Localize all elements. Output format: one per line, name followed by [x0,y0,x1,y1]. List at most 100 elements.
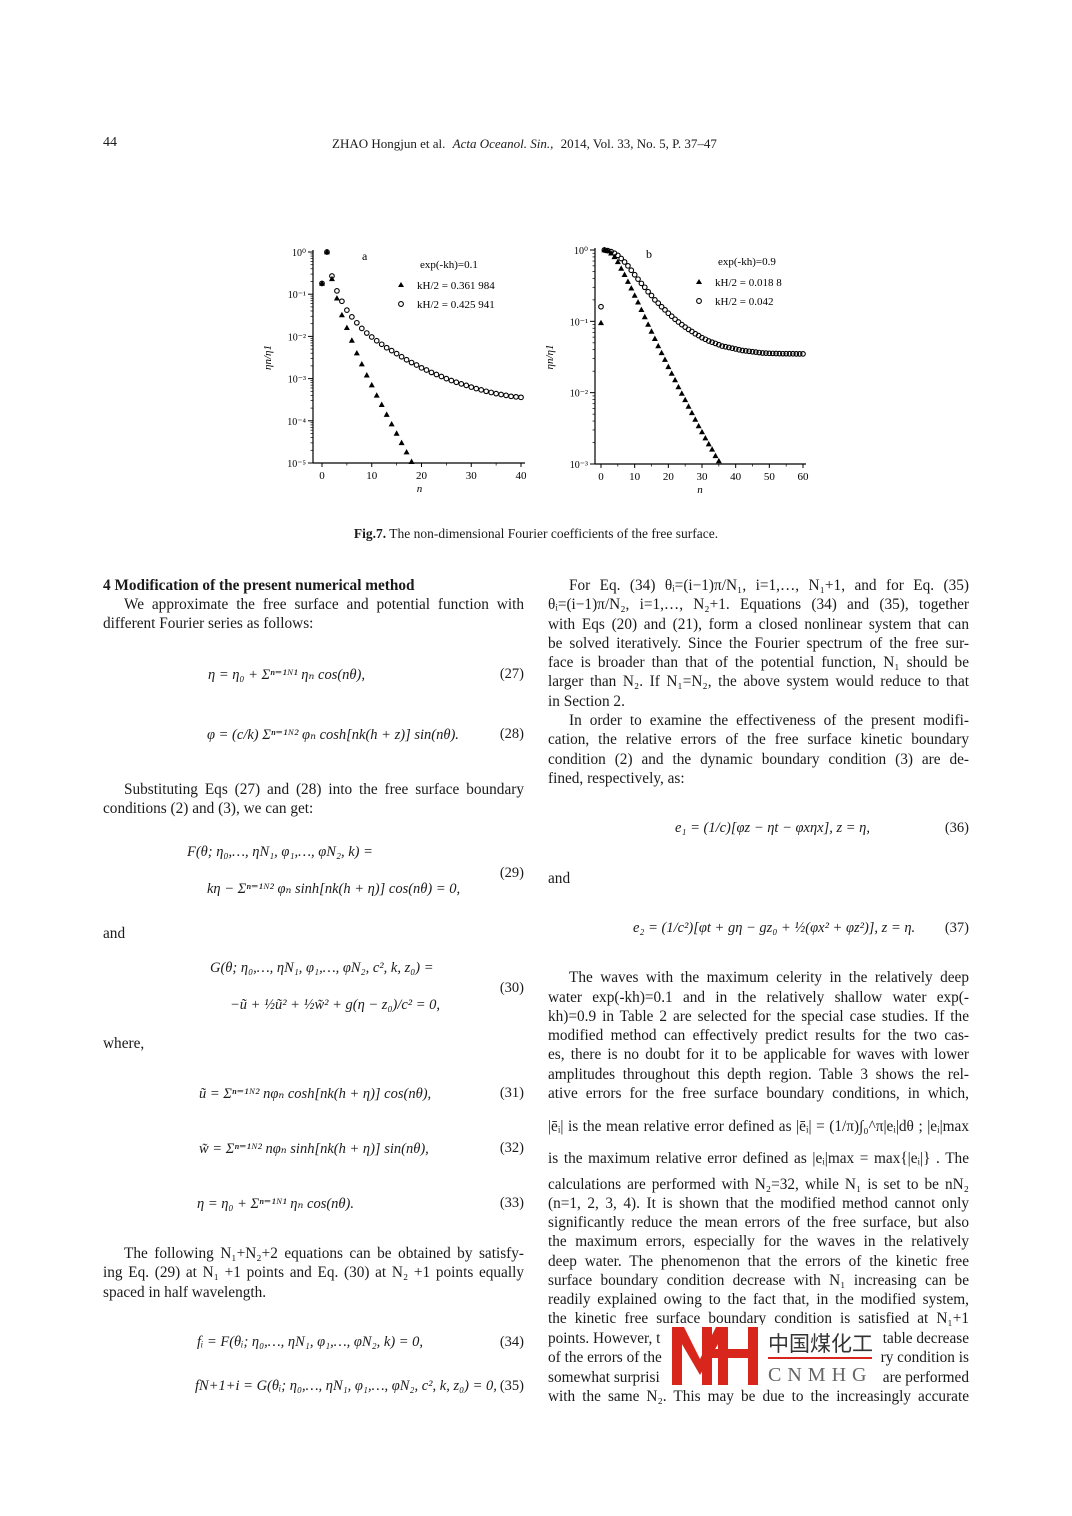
svg-text:中国煤化工: 中国煤化工 [768,1332,872,1356]
data-point-circle [769,350,776,357]
x-axis-label: n [417,483,423,495]
data-point-circle [732,346,739,352]
y-axis-label: ηn/η1 [544,345,556,370]
equation-number: (32) [499,1140,524,1156]
data-point-triangle [702,434,709,441]
data-point-triangle [358,360,365,367]
data-point-triangle [408,458,415,464]
text-line: be solved iteratively. Since the Fourier… [548,634,969,652]
data-point-circle [742,348,749,354]
equation-30-line-1: G(θ; η₀,…, ηN₁, φ₁,…, φN₂, c², k, z₀) = [210,960,434,976]
data-point-circle [729,345,736,352]
x-tick-label: 30 [697,471,709,483]
data-point-triangle [614,258,621,265]
text-line: (n=1, 2, 3, 4). It is shown that the mod… [548,1195,969,1212]
data-point-circle [448,377,455,384]
text-line: modified method can effectively predict … [548,1027,969,1044]
x-tick-label: 0 [598,471,604,483]
y-tick-label: 10⁻³ [288,375,306,386]
data-point-triangle [695,422,702,429]
data-point-circle [790,350,796,357]
text-line: We approximate the free surface and pote… [124,596,524,613]
data-point-triangle [661,356,668,362]
data-point-triangle [651,335,658,341]
data-point-circle [488,389,495,396]
data-point-circle [503,392,509,399]
figure-caption-text: The non-dimensional Fourier coefficients… [389,526,719,541]
data-point-circle [668,313,675,320]
x-tick-label: 60 [798,471,810,483]
data-point-triangle [638,306,645,313]
data-point-triangle [682,396,689,403]
data-point-circle [349,314,355,320]
data-point-circle [508,393,514,400]
data-point-circle [403,356,410,363]
mh-logo-icon: 中国煤化工 CNMHG [672,1327,873,1386]
legend-entry: kH/2 = 0.018 8 [715,277,782,289]
data-point-circle [339,298,345,305]
data-point-triangle [715,457,722,464]
text-fragment: ry condition is [880,1349,969,1367]
data-point-circle [739,347,746,354]
legend-entry: kH/2 = 0.361 984 [417,280,495,292]
watermark-logo: 中国煤化工 CNMHG [672,1325,873,1387]
data-point-triangle [319,280,325,286]
data-point-circle [618,255,625,262]
data-point-circle [433,371,440,378]
equation-34: fᵢ = F(θᵢ; η₀,…, ηN₁, φ₁,…, φN₂, k) = 0, [197,1334,424,1350]
y-tick-label: 10⁻¹ [288,290,306,301]
x-tick-label: 50 [764,471,776,483]
data-point-circle [793,351,800,357]
data-point-circle [726,344,732,351]
data-point-circle [383,344,390,351]
text-line: spaced in half wavelength. [103,1283,267,1301]
data-point-circle [800,351,806,357]
data-point-circle [796,351,803,357]
y-tick-label: 10⁻¹ [570,317,588,328]
equation-33: η = η₀ + Σⁿ⁼¹ᴺ¹ ηₙ cos(nθ). [197,1196,354,1212]
y-tick-label: 10⁻² [570,389,588,400]
data-point-circle [722,343,729,350]
data-point-triangle [635,299,642,305]
equation-30-line-2: −ũ + ½ũ² + ½w̃² + g(η − z₀)/c² = 0, [230,997,441,1013]
text-line: is the maximum relative error defined as… [548,1150,969,1167]
text-line: |ēᵢ| is the mean relative error defined … [548,1118,969,1135]
data-point-circle [786,350,793,357]
data-point-circle [625,262,631,269]
data-point-triangle [668,370,675,376]
text-line: in Section 2. [548,692,625,710]
text-line: kh)=0.9 in Table 2 are selected for the … [548,1008,969,1025]
data-point-circle [483,388,490,395]
data-point-circle [363,330,370,336]
equation-35: fN+1+i = G(θᵢ; η₀,…, ηN₁, φ₁,…, φN₂, c²,… [195,1378,497,1394]
data-point-circle [458,381,465,387]
text-line: deep water. The phenomenon that the erro… [548,1253,969,1270]
data-point-circle [388,347,395,354]
text-line: larger than N₂. If N₁=N₂, the above syst… [548,673,969,691]
data-point-circle [719,343,726,349]
text-line: In order to examine the effectiveness of… [569,712,969,729]
equation-number: (37) [944,920,969,936]
data-point-circle [329,273,335,279]
equation-number: (35) [499,1378,524,1394]
equation-number: (27) [499,666,524,682]
x-tick-label: 30 [466,470,478,482]
text-line: surface boundary condition decrease with… [548,1272,969,1289]
data-point-triangle [378,401,385,407]
y-tick-label: 10⁰ [292,248,306,259]
citation: 2014, Vol. 33, No. 5, P. 37–47 [560,136,717,151]
data-point-circle [423,367,430,373]
x-tick-label: 40 [730,471,742,483]
text-line: The following N₁+N₂+2 equations can be o… [124,1245,524,1262]
data-point-circle [428,369,435,376]
data-point-circle [779,350,786,357]
data-point-circle [473,385,480,392]
data-point-circle [662,306,668,313]
text-line: cation, the relative errors of the free … [548,731,969,749]
text-fragment: table decrease [882,1330,969,1347]
panel-label: a [362,249,368,263]
y-tick-label: 10⁻³ [570,460,588,471]
text-fragment: are performed [882,1368,969,1386]
data-point-circle [614,252,621,259]
journal-name: Acta Oceanol. Sin., [452,136,554,151]
